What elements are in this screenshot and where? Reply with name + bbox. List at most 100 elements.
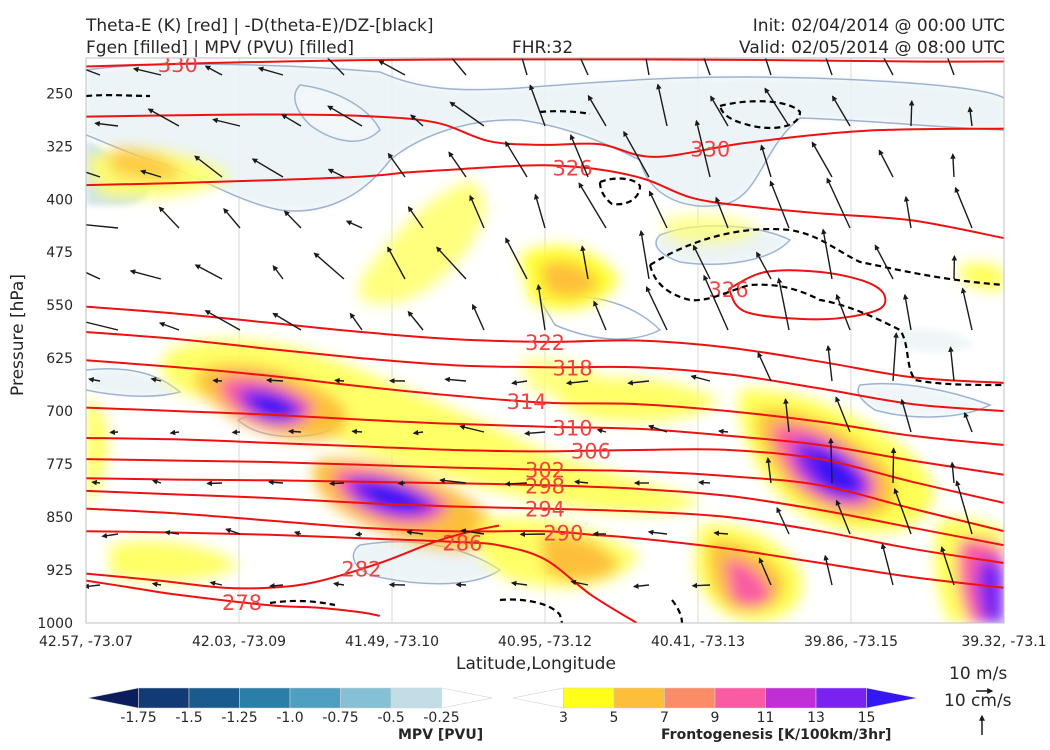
y-axis: 250 325 400 475 550 625 700 775 850 925 1000 (37, 86, 73, 632)
circulation-vector (826, 177, 851, 229)
circulation-vector (387, 152, 406, 178)
theta-e-contour-310 (86, 406, 1004, 476)
circulation-vector (656, 83, 668, 127)
fgen-colorbar: 3 5 7 9 11 13 15 (512, 687, 918, 726)
colorbar-swatch (613, 687, 665, 709)
circulation-vector (406, 529, 424, 536)
circulation-vector (387, 246, 406, 280)
reference-vertical-label: 10 cm/s (944, 691, 1012, 711)
circulation-vector (332, 581, 345, 587)
circulation-vector (947, 58, 955, 76)
theta-e-contour-label: 278 (222, 591, 262, 615)
theta-e-contour-278 (86, 579, 380, 617)
circulation-vector (326, 58, 345, 76)
colorbar-tick-label: -1.5 (175, 710, 202, 726)
circulation-vector (769, 180, 790, 229)
theta-e-contour-326 (86, 164, 1004, 240)
circulation-vector (776, 277, 790, 331)
y-tick-label: 775 (46, 457, 73, 473)
colorbar-swatch (87, 687, 139, 709)
circulation-vector (883, 58, 894, 76)
circulation-vector (569, 134, 589, 178)
circulation-vector (439, 477, 467, 484)
circulation-vector (521, 58, 528, 76)
theta-e-contour-330 (86, 113, 1004, 158)
circulation-vector (378, 60, 406, 76)
chart-title-line1: Theta-E (K) [red] | -D(theta-E)/DZ-[blac… (86, 16, 434, 36)
circulation-vector (204, 310, 241, 331)
circulation-vector (821, 228, 833, 280)
circulation-vector (448, 151, 467, 178)
theta-e-contour-label: 286 (442, 531, 482, 555)
circulation-vector (510, 580, 528, 587)
colorbar-swatch (441, 687, 493, 709)
circulation-vector (900, 398, 912, 433)
colorbar-swatch (866, 687, 918, 709)
circulation-vector (455, 581, 467, 588)
circulation-vector (893, 487, 912, 535)
circulation-vector (204, 65, 223, 76)
theta-e-contour-290 (86, 507, 1004, 589)
colorbar-tick-label: 15 (858, 710, 876, 726)
fgen-colorbar-title: Frontogenesis [K/100km/3hr] (661, 727, 892, 743)
circulation-vector (874, 244, 894, 280)
colorbar-tick-label: -0.25 (423, 710, 459, 726)
colorbar-tick-label: 9 (711, 710, 720, 726)
circulation-vector (313, 252, 345, 280)
theta-e-contour-330 (86, 58, 1004, 68)
circulation-vector (86, 171, 101, 178)
y-tick-label: 625 (46, 351, 73, 367)
y-tick-label: 400 (46, 192, 73, 208)
theta-e-contour-label: 330 (158, 53, 198, 77)
circulation-vector (623, 130, 650, 178)
colorbar-tick-label: 5 (610, 710, 619, 726)
circulation-vector (194, 264, 223, 280)
circulation-vector (835, 293, 851, 331)
theta-e-contour-label: 306 (571, 440, 611, 464)
circulation-vector (758, 557, 772, 586)
y-tick-label: 550 (46, 298, 73, 314)
x-tick-label: 39.86, -73.15 (804, 634, 898, 650)
circulation-vector (158, 206, 180, 229)
colorbar-swatch (765, 687, 817, 709)
circulation-vector (407, 206, 424, 229)
circulation-vector (397, 480, 406, 486)
circulation-vectors (86, 58, 974, 589)
circulation-vector (760, 144, 772, 178)
circulation-vector (410, 114, 424, 127)
circulation-vector (351, 428, 363, 435)
circulation-vector (890, 447, 897, 484)
colorbar-swatch (563, 687, 615, 709)
circulation-vector (645, 58, 650, 76)
theta-e-contour-label: 298 (525, 474, 565, 498)
circulation-vector (212, 117, 241, 127)
circulation-vector (504, 481, 528, 487)
theta-e-contour-294 (86, 489, 1004, 564)
x-axis-label: Latitude,Longitude (456, 654, 616, 674)
theta-e-contour-label: 290 (543, 522, 583, 546)
x-tick-label: 41.49, -73.10 (345, 634, 439, 650)
circulation-vector (954, 186, 973, 229)
circulation-vector (511, 379, 528, 386)
circulation-vector (878, 149, 894, 178)
circulation-vector (529, 84, 546, 127)
circulation-vector (647, 529, 668, 536)
circulation-vector (151, 581, 162, 588)
theta-e-gradient-contours (86, 94, 1004, 623)
x-axis: 42.57, -73.07 42.03, -73.09 41.49, -73.10 4… (39, 634, 1047, 650)
mpv-colorbar-title: MPV [PVU] (398, 727, 484, 743)
circulation-vector (570, 579, 589, 586)
circulation-vector (328, 480, 345, 487)
colorbar-tick-label: 13 (807, 710, 825, 726)
circulation-vector (354, 531, 363, 537)
circulation-vector (287, 428, 302, 435)
theta-e-contour-286 (86, 530, 638, 623)
theta-e-contour-label: 322 (525, 331, 565, 355)
y-tick-label: 250 (46, 86, 73, 102)
circulation-vector (880, 543, 894, 586)
colorbar-tick-label: -1.0 (276, 710, 303, 726)
circulation-vector (206, 480, 223, 487)
circulation-vector (823, 554, 833, 586)
